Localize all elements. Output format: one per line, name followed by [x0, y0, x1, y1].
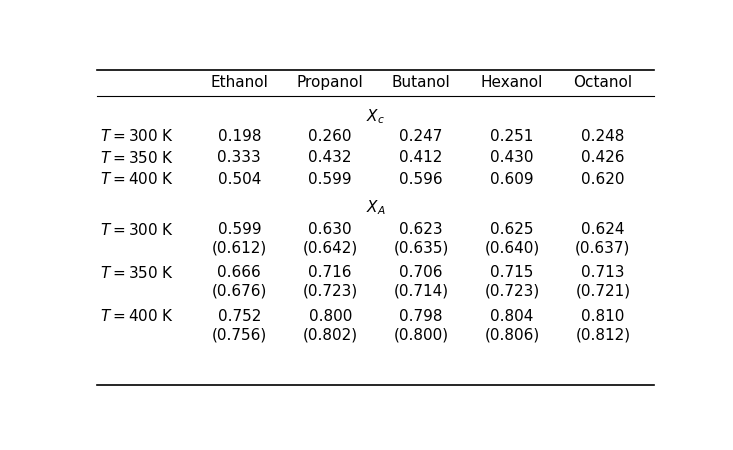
Text: 0.412: 0.412 — [399, 150, 443, 166]
Text: 0.804: 0.804 — [490, 309, 534, 324]
Text: (0.812): (0.812) — [575, 327, 630, 342]
Text: 0.624: 0.624 — [581, 222, 625, 237]
Text: 0.247: 0.247 — [399, 129, 443, 144]
Text: 0.260: 0.260 — [309, 129, 352, 144]
Text: (0.756): (0.756) — [212, 327, 267, 342]
Text: 0.432: 0.432 — [309, 150, 352, 166]
Text: Propanol: Propanol — [297, 75, 364, 90]
Text: $X_A$: $X_A$ — [366, 198, 386, 216]
Text: Butanol: Butanol — [391, 75, 451, 90]
Text: $T = 300$ K: $T = 300$ K — [100, 128, 174, 144]
Text: 0.715: 0.715 — [490, 266, 534, 280]
Text: (0.612): (0.612) — [212, 241, 267, 256]
Text: $T = 400$ K: $T = 400$ K — [100, 308, 174, 324]
Text: (0.800): (0.800) — [394, 327, 449, 342]
Text: 0.706: 0.706 — [399, 266, 443, 280]
Text: 0.810: 0.810 — [581, 309, 625, 324]
Text: 0.625: 0.625 — [490, 222, 534, 237]
Text: 0.609: 0.609 — [490, 172, 534, 187]
Text: (0.714): (0.714) — [394, 284, 449, 299]
Text: $T = 400$ K: $T = 400$ K — [100, 171, 174, 188]
Text: 0.504: 0.504 — [218, 172, 261, 187]
Text: (0.802): (0.802) — [303, 327, 358, 342]
Text: 0.251: 0.251 — [490, 129, 534, 144]
Text: (0.806): (0.806) — [485, 327, 539, 342]
Text: 0.666: 0.666 — [218, 266, 261, 280]
Text: (0.637): (0.637) — [575, 241, 630, 256]
Text: (0.723): (0.723) — [485, 284, 539, 299]
Text: $T = 350$ K: $T = 350$ K — [100, 265, 174, 281]
Text: 0.713: 0.713 — [581, 266, 625, 280]
Text: 0.620: 0.620 — [581, 172, 625, 187]
Text: 0.716: 0.716 — [309, 266, 352, 280]
Text: 0.248: 0.248 — [581, 129, 625, 144]
Text: 0.333: 0.333 — [218, 150, 261, 166]
Text: 0.599: 0.599 — [309, 172, 352, 187]
Text: $T = 300$ K: $T = 300$ K — [100, 222, 174, 238]
Text: 0.198: 0.198 — [218, 129, 261, 144]
Text: 0.599: 0.599 — [218, 222, 261, 237]
Text: 0.596: 0.596 — [399, 172, 443, 187]
Text: 0.623: 0.623 — [399, 222, 443, 237]
Text: Hexanol: Hexanol — [481, 75, 543, 90]
Text: 0.800: 0.800 — [309, 309, 352, 324]
Text: $T = 350$ K: $T = 350$ K — [100, 150, 174, 166]
Text: $X_c$: $X_c$ — [366, 107, 385, 126]
Text: (0.642): (0.642) — [303, 241, 358, 256]
Text: 0.426: 0.426 — [581, 150, 625, 166]
Text: (0.640): (0.640) — [485, 241, 539, 256]
Text: (0.635): (0.635) — [394, 241, 449, 256]
Text: (0.723): (0.723) — [303, 284, 358, 299]
Text: 0.630: 0.630 — [309, 222, 352, 237]
Text: Ethanol: Ethanol — [210, 75, 268, 90]
Text: Octanol: Octanol — [573, 75, 633, 90]
Text: 0.752: 0.752 — [218, 309, 261, 324]
Text: 0.798: 0.798 — [399, 309, 443, 324]
Text: (0.676): (0.676) — [212, 284, 267, 299]
Text: (0.721): (0.721) — [575, 284, 630, 299]
Text: 0.430: 0.430 — [490, 150, 534, 166]
